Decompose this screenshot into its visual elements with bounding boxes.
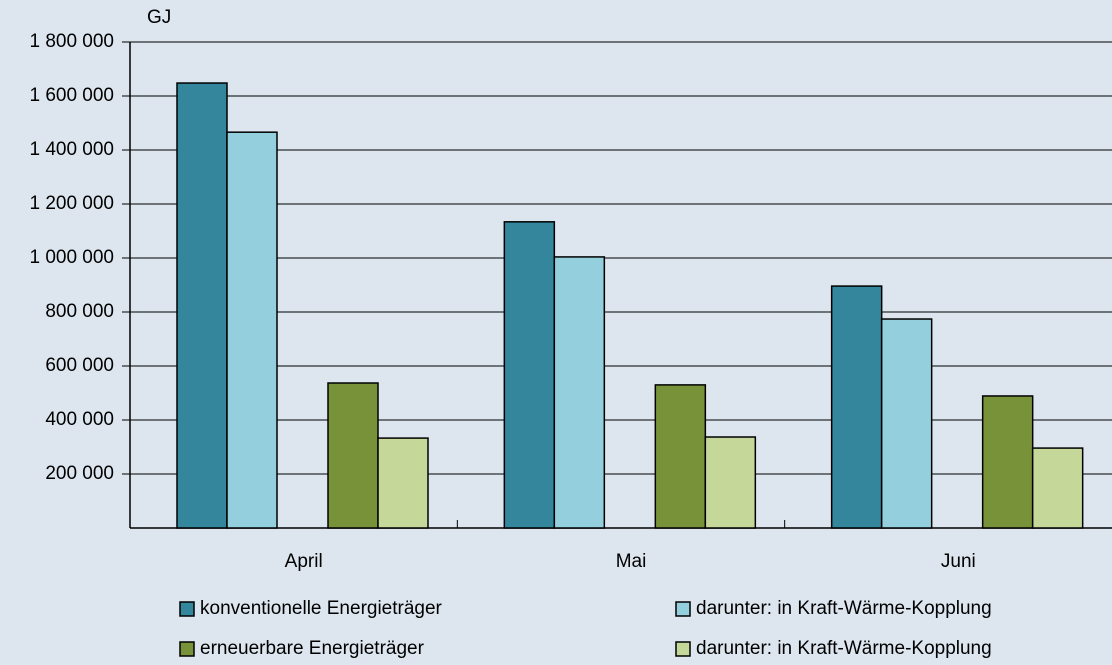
legend-label: erneuerbare Energieträger — [200, 638, 425, 659]
bar — [981, 395, 1034, 529]
legend-swatch — [675, 601, 691, 617]
legend-label: konventionelle Energieträger — [200, 598, 443, 619]
legend-swatch — [179, 601, 195, 617]
y-tick-label: 1 000 000 — [29, 247, 114, 268]
bar — [176, 82, 228, 529]
bar — [880, 318, 933, 529]
legend-label: darunter: in Kraft-Wärme-Kopplung — [696, 598, 992, 619]
y-tick-label: 1 200 000 — [29, 193, 114, 214]
y-tick-label: 1 400 000 — [29, 139, 114, 160]
legend-swatch — [179, 641, 195, 657]
y-axis-unit: GJ — [147, 7, 171, 28]
y-tick-label: 200 000 — [45, 463, 114, 484]
y-tick-label: 800 000 — [45, 301, 114, 322]
y-tick-label: 600 000 — [45, 355, 114, 376]
bar — [704, 436, 757, 529]
y-tick-label: 1 600 000 — [29, 85, 114, 106]
bar — [327, 382, 379, 529]
bar — [226, 131, 278, 529]
y-tick-label: 1 800 000 — [29, 31, 114, 52]
x-tick-label: Juni — [941, 551, 976, 572]
legend-label: darunter: in Kraft-Wärme-Kopplung — [696, 638, 992, 659]
bar — [377, 437, 429, 529]
x-tick-label: Mai — [616, 551, 647, 572]
bar — [503, 221, 556, 529]
bar — [654, 384, 707, 529]
legend-swatch — [675, 641, 691, 657]
bar — [1031, 447, 1084, 529]
x-tick-label: April — [285, 551, 323, 572]
bar — [553, 256, 606, 529]
bar — [830, 285, 883, 529]
y-tick-label: 400 000 — [45, 409, 114, 430]
